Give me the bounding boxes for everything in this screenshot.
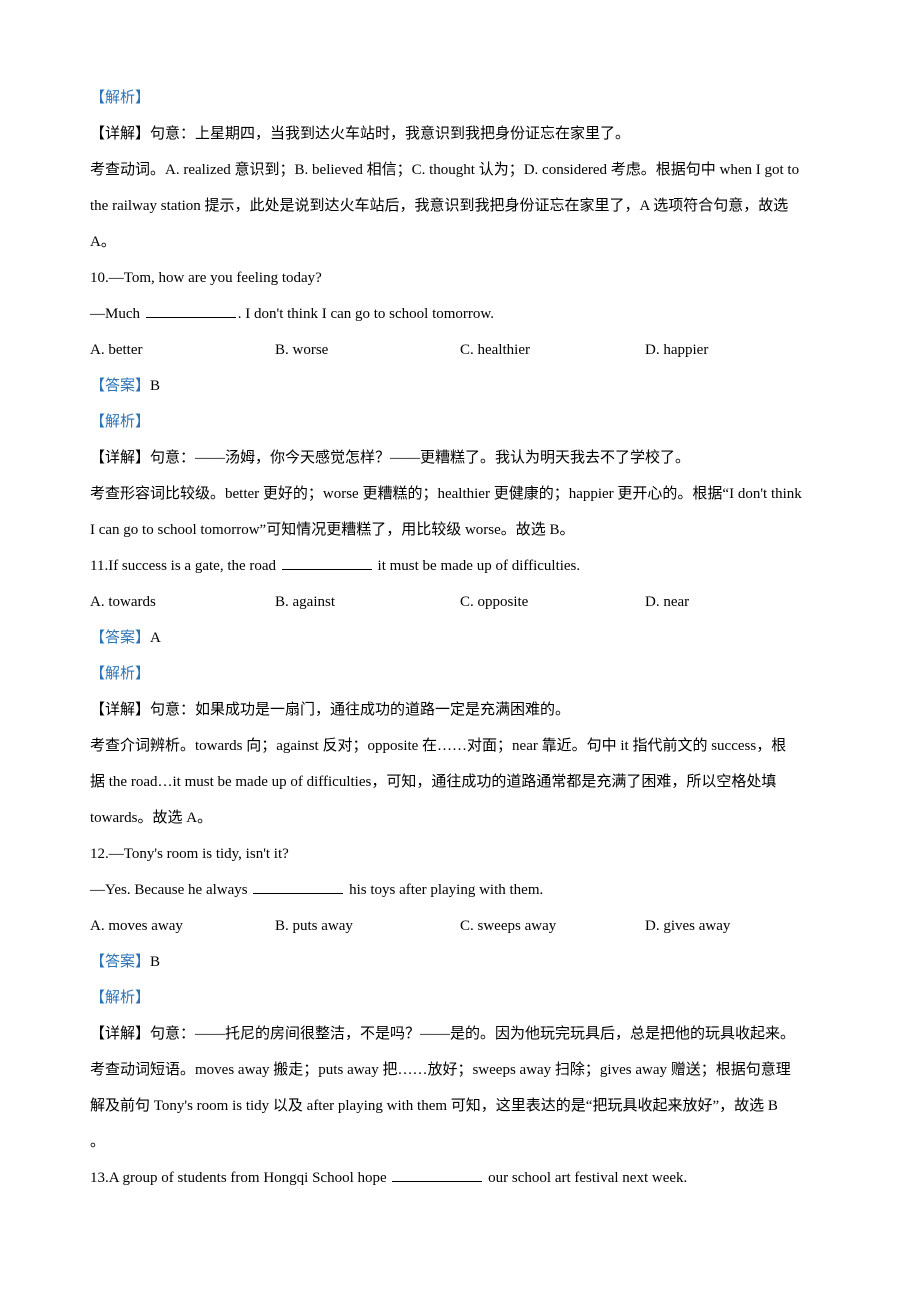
q10-answer: B: [150, 378, 160, 394]
q11-option-c: C. opposite: [460, 584, 645, 620]
q12-explain-line1: 考查动词短语。moves away 搬走；puts away 把……放好；swe…: [90, 1052, 830, 1088]
q10-stem2a: —Much: [90, 306, 144, 322]
q9-explain-line3: A。: [90, 224, 830, 260]
q12-stem-line1: 12.—Tony's room is tidy, isn't it?: [90, 836, 830, 872]
q11-option-d: D. near: [645, 584, 830, 620]
q12-explain-line3: 。: [90, 1124, 830, 1160]
q13-stem1b: our school art festival next week.: [484, 1170, 687, 1186]
q12-answer: B: [150, 954, 160, 970]
q11-options: A. towards B. against C. opposite D. nea…: [90, 584, 830, 620]
q13-stem1a: 13.A group of students from Hongqi Schoo…: [90, 1170, 390, 1186]
q12-option-d: D. gives away: [645, 908, 830, 944]
q12-explain-line2: 解及前句 Tony's room is tidy 以及 after playin…: [90, 1088, 830, 1124]
q12-stem2a: —Yes. Because he always: [90, 882, 251, 898]
q11-explain-line1: 考查介词辨析。towards 向；against 反对；opposite 在………: [90, 728, 830, 764]
q9-detail: 【详解】句意：上星期四，当我到达火车站时，我意识到我把身份证忘在家里了。: [90, 116, 830, 152]
q11-answer: A: [150, 630, 161, 646]
q10-explain-line1: 考查形容词比较级。better 更好的；worse 更糟糕的；healthier…: [90, 476, 830, 512]
q10-detail: 【详解】句意：——汤姆，你今天感觉怎样？——更糟糕了。我认为明天我去不了学校了。: [90, 440, 830, 476]
q12-option-b: B. puts away: [275, 908, 460, 944]
q12-option-c: C. sweeps away: [460, 908, 645, 944]
analysis-label: 【解析】: [90, 404, 830, 440]
answer-label: 【答案】: [90, 630, 150, 646]
q10-options: A. better B. worse C. healthier D. happi…: [90, 332, 830, 368]
analysis-label: 【解析】: [90, 656, 830, 692]
q12-answer-line: 【答案】B: [90, 944, 830, 980]
q11-answer-line: 【答案】A: [90, 620, 830, 656]
blank: [253, 878, 343, 894]
analysis-label: 【解析】: [90, 80, 830, 116]
q9-explain-line1: 考查动词。A. realized 意识到；B. believed 相信；C. t…: [90, 152, 830, 188]
q10-stem-line1: 10.—Tom, how are you feeling today?: [90, 260, 830, 296]
q11-detail: 【详解】句意：如果成功是一扇门，通往成功的道路一定是充满困难的。: [90, 692, 830, 728]
q10-option-a: A. better: [90, 332, 275, 368]
q12-stem2b: his toys after playing with them.: [345, 882, 543, 898]
q11-explain-line2: 据 the road…it must be made up of difficu…: [90, 764, 830, 800]
q9-explain-line2: the railway station 提示，此处是说到达火车站后，我意识到我把…: [90, 188, 830, 224]
q10-stem-line2: —Much . I don't think I can go to school…: [90, 296, 830, 332]
q11-explain-line3: towards。故选 A。: [90, 800, 830, 836]
q10-option-c: C. healthier: [460, 332, 645, 368]
q10-stem2b: . I don't think I can go to school tomor…: [238, 306, 494, 322]
q12-stem-line2: —Yes. Because he always his toys after p…: [90, 872, 830, 908]
blank: [282, 554, 372, 570]
q10-explain-line2: I can go to school tomorrow”可知情况更糟糕了，用比较…: [90, 512, 830, 548]
q10-answer-line: 【答案】B: [90, 368, 830, 404]
q12-detail: 【详解】句意：——托尼的房间很整洁，不是吗？——是的。因为他玩完玩具后，总是把他…: [90, 1016, 830, 1052]
analysis-label: 【解析】: [90, 980, 830, 1016]
q10-option-d: D. happier: [645, 332, 830, 368]
blank: [392, 1166, 482, 1182]
q11-option-a: A. towards: [90, 584, 275, 620]
q11-stem1a: 11.If success is a gate, the road: [90, 558, 280, 574]
q13-stem-line1: 13.A group of students from Hongqi Schoo…: [90, 1160, 830, 1196]
answer-label: 【答案】: [90, 954, 150, 970]
q11-stem1b: it must be made up of difficulties.: [374, 558, 580, 574]
q11-option-b: B. against: [275, 584, 460, 620]
blank: [146, 302, 236, 318]
q10-option-b: B. worse: [275, 332, 460, 368]
answer-label: 【答案】: [90, 378, 150, 394]
q12-option-a: A. moves away: [90, 908, 275, 944]
q12-options: A. moves away B. puts away C. sweeps awa…: [90, 908, 830, 944]
q11-stem-line1: 11.If success is a gate, the road it mus…: [90, 548, 830, 584]
